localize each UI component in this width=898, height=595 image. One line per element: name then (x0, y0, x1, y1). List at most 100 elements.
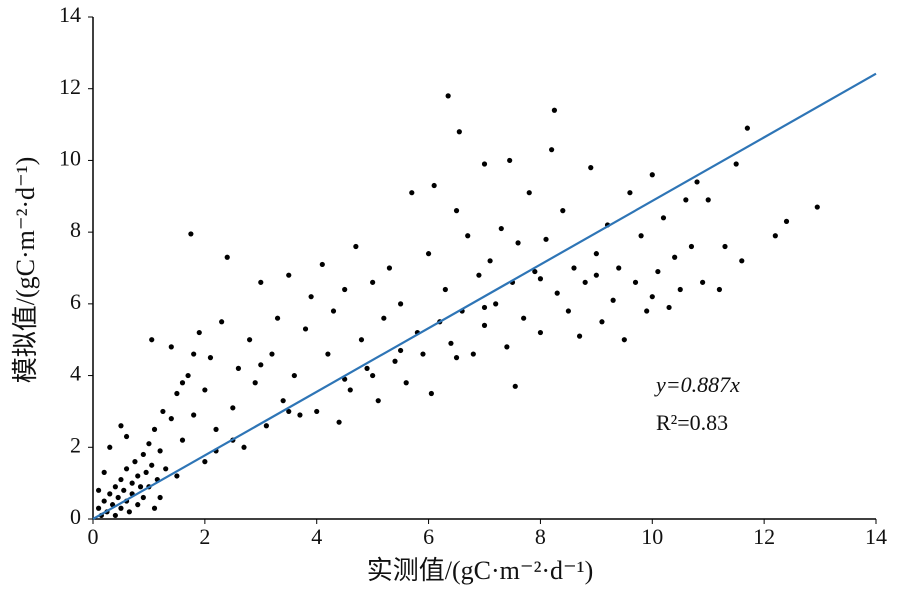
point (386, 265, 393, 271)
point (772, 233, 778, 239)
point (716, 286, 723, 293)
point (610, 297, 616, 303)
point (549, 147, 555, 153)
point (112, 484, 118, 490)
point (297, 412, 303, 418)
point (258, 362, 264, 368)
point (722, 243, 728, 250)
point (649, 172, 655, 178)
point (179, 437, 186, 443)
point (269, 351, 275, 357)
point (571, 265, 577, 271)
point (126, 509, 132, 515)
point (683, 197, 689, 203)
annotation: y=0.887x (654, 372, 740, 397)
point (286, 408, 292, 415)
point (632, 279, 639, 285)
point (554, 290, 560, 296)
point (151, 505, 158, 511)
point (149, 337, 155, 343)
point (526, 190, 532, 196)
point (543, 236, 549, 242)
point (160, 408, 166, 415)
point (588, 165, 594, 171)
point (280, 398, 286, 404)
point (95, 505, 102, 511)
point (551, 107, 558, 113)
point (107, 444, 113, 450)
point (515, 240, 521, 246)
point (537, 276, 544, 282)
point (213, 426, 219, 432)
point (95, 487, 102, 493)
point (814, 204, 820, 210)
point (118, 423, 124, 429)
point (219, 319, 225, 325)
x-tick-label: 0 (88, 524, 99, 549)
point (274, 315, 281, 321)
point (744, 125, 750, 131)
point (174, 473, 180, 479)
point (202, 459, 208, 465)
point (465, 233, 471, 239)
fit-line (92, 72, 877, 520)
point (252, 380, 258, 386)
point (627, 190, 633, 196)
point (112, 512, 118, 519)
point (487, 258, 493, 264)
point (342, 286, 348, 293)
point (179, 380, 186, 386)
point (688, 243, 695, 250)
y-tick-label: 10 (59, 145, 81, 170)
x-tick-label: 8 (535, 524, 546, 549)
point (445, 93, 451, 99)
point (191, 412, 197, 418)
point (521, 315, 527, 321)
point (140, 494, 146, 501)
point (470, 351, 476, 357)
x-tick-label: 2 (199, 524, 210, 549)
point (188, 231, 194, 237)
point (157, 494, 163, 501)
point (235, 365, 242, 371)
point (347, 387, 353, 393)
point (700, 279, 706, 285)
point (442, 286, 448, 293)
point (694, 179, 700, 185)
point (392, 358, 398, 364)
point (163, 466, 169, 472)
point (420, 351, 426, 357)
point (132, 459, 138, 465)
y-tick-label: 0 (70, 504, 81, 529)
point (381, 315, 387, 321)
point (146, 441, 152, 447)
point (476, 272, 482, 278)
point (456, 129, 462, 135)
point (431, 182, 437, 189)
x-tick-label: 14 (865, 524, 887, 549)
point (660, 215, 667, 221)
point (291, 372, 297, 379)
x-axis-label: 实测值/(gC·m⁻²·d⁻¹) (367, 556, 593, 585)
y-tick-label: 14 (59, 2, 81, 27)
point (532, 268, 538, 275)
point (241, 444, 247, 450)
point (705, 197, 711, 203)
point (593, 251, 599, 257)
point (398, 301, 404, 307)
point (185, 372, 191, 379)
point (493, 301, 499, 307)
point (135, 473, 141, 479)
point (370, 279, 376, 285)
point (425, 251, 432, 257)
point (370, 372, 376, 379)
point (666, 304, 672, 311)
point (168, 416, 174, 422)
point (149, 462, 155, 468)
point (616, 265, 622, 271)
point (353, 243, 359, 250)
point (453, 355, 460, 361)
point (453, 208, 460, 214)
